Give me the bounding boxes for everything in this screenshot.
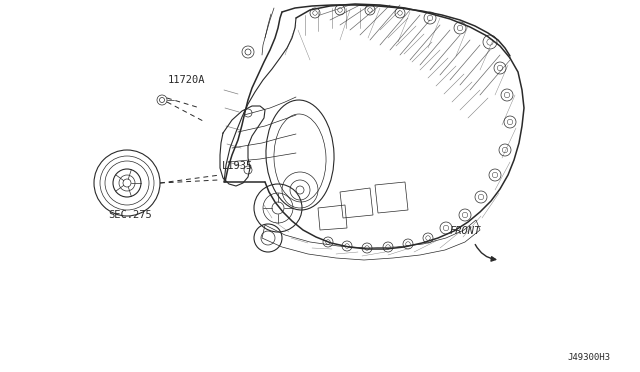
Text: 11720A: 11720A	[168, 75, 205, 85]
Text: SEC.275: SEC.275	[108, 210, 152, 220]
Text: L1935: L1935	[222, 161, 253, 171]
Text: FRONT: FRONT	[450, 226, 481, 236]
Text: J49300H3: J49300H3	[567, 353, 610, 362]
